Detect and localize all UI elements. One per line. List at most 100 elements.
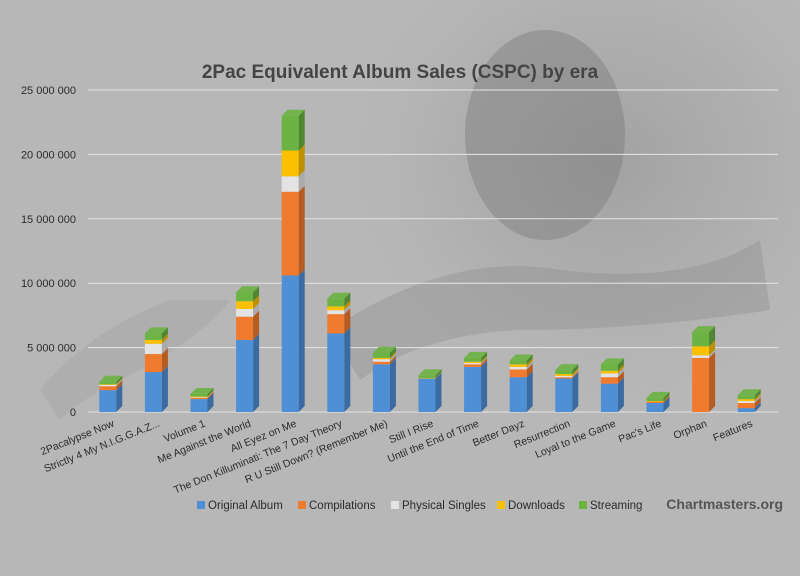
y-tick-label: 0 xyxy=(70,407,76,419)
y-tick-label: 25 000 000 xyxy=(21,85,76,97)
bar-segment xyxy=(327,304,351,315)
bar-segment xyxy=(327,308,351,334)
y-axis: 0 5 000 000 10 000 000 15 000 000 20 000 000… xyxy=(21,85,76,419)
bar-segment xyxy=(737,402,761,412)
bar-segment xyxy=(509,360,533,370)
bar-segment xyxy=(281,109,305,151)
legend-swatch xyxy=(298,501,306,509)
y-tick-label: 15 000 000 xyxy=(21,214,76,226)
bar-segment xyxy=(646,395,670,402)
bar-segment xyxy=(372,353,396,362)
bar-segment xyxy=(144,327,168,340)
bar-segment xyxy=(509,363,533,378)
bar-segment xyxy=(236,333,260,412)
bar-top-face xyxy=(190,387,214,394)
bar-segment xyxy=(372,351,396,360)
legend-item: Streaming xyxy=(579,500,642,512)
bar-segment xyxy=(144,337,168,355)
bar-segment xyxy=(144,366,168,412)
legend-label: Physical Singles xyxy=(402,500,486,512)
bar-top-face xyxy=(281,109,305,116)
bar-segment xyxy=(418,369,442,378)
bar-segment xyxy=(737,395,761,403)
bar-segment xyxy=(464,357,488,365)
bar-segment xyxy=(692,351,716,412)
bar-top-face xyxy=(555,364,579,371)
legend-item: Compilations xyxy=(298,500,376,512)
bar-segment xyxy=(99,378,123,387)
bar-segment xyxy=(737,393,761,402)
bar-top-face xyxy=(236,286,260,293)
bar-segment xyxy=(692,349,716,358)
bar-segment xyxy=(555,371,579,379)
legend-item: Downloads xyxy=(497,500,565,512)
bar-segment xyxy=(190,391,214,400)
legend-label: Downloads xyxy=(508,500,565,512)
bar-segment xyxy=(327,292,351,307)
bar-segment xyxy=(190,387,214,397)
bar-segment xyxy=(372,355,396,365)
bar-segment xyxy=(236,286,260,302)
bar-segment xyxy=(509,354,533,365)
y-tick-label: 5 000 000 xyxy=(27,343,76,355)
bar-segment xyxy=(464,355,488,364)
bar-segment xyxy=(555,364,579,375)
bar-top-face xyxy=(99,375,123,382)
bar-segment xyxy=(190,390,214,398)
bar-segment xyxy=(281,144,305,177)
bar-segment xyxy=(372,346,396,358)
bar-segment xyxy=(600,358,624,371)
bar-segment xyxy=(737,396,761,409)
bar-segment xyxy=(600,371,624,384)
bar-top-face xyxy=(692,326,716,333)
bar-segment xyxy=(190,391,214,398)
bar-segment xyxy=(281,185,305,276)
bar-segment xyxy=(99,378,123,385)
bar-segment xyxy=(99,375,123,385)
bar-segment xyxy=(281,170,305,192)
bar-segment xyxy=(281,269,305,412)
y-tick-label: 20 000 000 xyxy=(21,149,76,161)
bar-segment xyxy=(99,384,123,412)
bar-segment xyxy=(144,348,168,373)
bar-segment xyxy=(464,351,488,362)
legend-label: Streaming xyxy=(590,500,642,512)
legend-item: Physical Singles xyxy=(391,500,486,512)
bar-segment xyxy=(646,396,670,412)
legend-swatch xyxy=(579,501,587,509)
legend-swatch xyxy=(391,501,399,509)
y-tick-label: 10 000 000 xyxy=(21,278,76,290)
bar-segment xyxy=(600,377,624,412)
bar-segment xyxy=(600,364,624,374)
bar-segment xyxy=(692,326,716,347)
bar-segment xyxy=(372,358,396,412)
bar-segment xyxy=(99,380,123,391)
bar-segment xyxy=(555,372,579,412)
legend-label: Compilations xyxy=(309,500,376,512)
bar-segment xyxy=(464,360,488,412)
bar-top-face xyxy=(737,389,761,396)
bar-segment xyxy=(555,369,579,378)
bar-top-face xyxy=(600,358,624,365)
bar-segment xyxy=(236,310,260,340)
bar-segment xyxy=(509,358,533,367)
bar-segment xyxy=(600,367,624,378)
bar-segment xyxy=(464,358,488,367)
legend: Original Album Compilations Physical Singl… xyxy=(197,500,642,512)
legend-label: Original Album xyxy=(208,500,283,512)
bar-top-face xyxy=(327,292,351,299)
bar-segment xyxy=(418,372,442,412)
bar-segment xyxy=(236,295,260,309)
bar-segment xyxy=(327,327,351,412)
legend-swatch xyxy=(197,501,205,509)
bars xyxy=(99,109,761,412)
bar-segment xyxy=(327,300,351,311)
bar-segment xyxy=(144,333,168,344)
bar-top-face xyxy=(646,391,670,398)
bar-segment xyxy=(555,368,579,376)
bar-segment xyxy=(190,393,214,412)
legend-swatch xyxy=(497,501,505,509)
bar-segment xyxy=(646,391,670,402)
